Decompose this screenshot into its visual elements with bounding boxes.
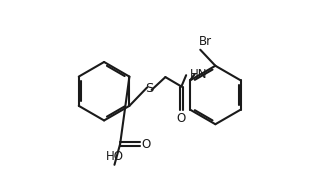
Text: HO: HO [106, 150, 124, 162]
Text: O: O [177, 112, 186, 125]
Text: S: S [145, 82, 154, 95]
Text: O: O [142, 138, 151, 150]
Text: Br: Br [199, 35, 213, 48]
Text: HN: HN [190, 68, 207, 81]
